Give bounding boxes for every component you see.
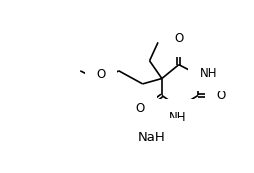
Text: O: O	[135, 102, 144, 115]
Text: O: O	[173, 32, 183, 45]
Text: NH: NH	[168, 111, 185, 124]
Text: O: O	[216, 89, 225, 102]
Text: NH: NH	[199, 67, 216, 80]
Text: NaH: NaH	[137, 131, 165, 144]
Text: O: O	[96, 68, 105, 81]
